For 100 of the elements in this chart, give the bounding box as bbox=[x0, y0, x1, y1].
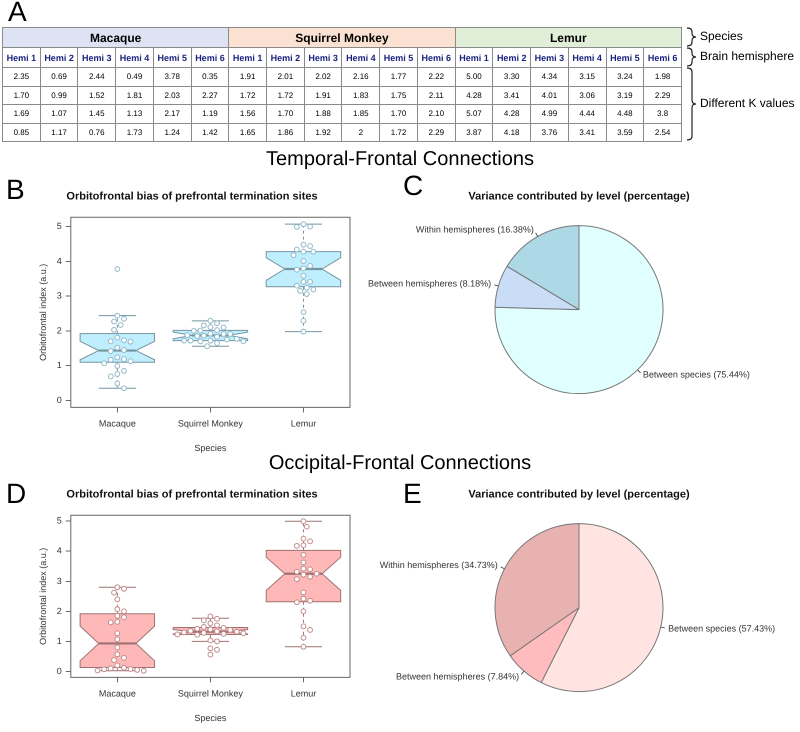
text: 1.42 bbox=[202, 128, 218, 137]
text: 1.92 bbox=[315, 128, 331, 137]
category-label: Hemi 5 bbox=[153, 48, 192, 68]
category-label: Hemi 2 bbox=[266, 48, 304, 68]
chart-title: Variance contributed by level (percentage) bbox=[468, 190, 690, 203]
text: 1.88 bbox=[315, 109, 331, 118]
text: 1.77 bbox=[390, 72, 406, 82]
text: 3.19 bbox=[617, 90, 633, 100]
text: 2.29 bbox=[428, 128, 444, 137]
chart-title: Variance contributed by level (percentage) bbox=[468, 488, 690, 501]
text: A bbox=[8, 0, 27, 28]
category-label: Hemi 4 bbox=[116, 48, 154, 68]
text: 2.22 bbox=[428, 72, 444, 82]
y-tick-label: 2 bbox=[56, 325, 62, 336]
text: 2.11 bbox=[428, 90, 444, 100]
text: 1.19 bbox=[202, 109, 218, 118]
text: Different K values bbox=[700, 96, 794, 110]
x-axis-title: Species bbox=[194, 713, 227, 724]
y-tick-label: 5 bbox=[56, 221, 62, 232]
text: 1.75 bbox=[390, 90, 406, 100]
x-tick-label: Lemur bbox=[290, 418, 316, 428]
text: 1.73 bbox=[126, 128, 142, 137]
text: 2.54 bbox=[654, 128, 670, 137]
category-label: Hemi 3 bbox=[304, 48, 342, 68]
text: Lemur bbox=[455, 28, 682, 48]
text: 1.45 bbox=[89, 109, 105, 118]
category-label: Hemi 6 bbox=[417, 48, 456, 68]
text: 1.24 bbox=[164, 128, 180, 137]
text: 4.28 bbox=[466, 90, 482, 100]
x-tick-label: Lemur bbox=[290, 688, 316, 698]
text: Macaque bbox=[2, 28, 229, 48]
text: 1.65 bbox=[240, 128, 256, 137]
y-tick-label: 3 bbox=[56, 576, 62, 586]
y-tick-label: 3 bbox=[56, 290, 62, 301]
text: 2.17 bbox=[164, 109, 180, 118]
category-label: Hemi 3 bbox=[78, 48, 116, 68]
y-axis-title: Orbitofrontal index (a.u.) bbox=[38, 548, 48, 645]
text: 0.76 bbox=[89, 128, 105, 137]
text: 1.72 bbox=[240, 90, 256, 100]
x-tick-label: Squirrel Monkey bbox=[178, 418, 244, 428]
text: Brain hemisphere bbox=[700, 49, 794, 63]
category-label: Hemi 2 bbox=[492, 48, 531, 68]
text: 5.07 bbox=[466, 109, 482, 118]
text: 1.81 bbox=[126, 90, 142, 100]
text: 1.69 bbox=[14, 109, 30, 118]
y-axis-title: Orbitofrontal index (a.u.) bbox=[38, 264, 48, 361]
text: Species bbox=[700, 29, 743, 43]
text: 3.06 bbox=[579, 90, 595, 100]
x-tick-label: Macaque bbox=[98, 418, 136, 428]
text: 1.70 bbox=[390, 109, 406, 118]
chart-title: Orbitofrontal bias of prefrontal termination sites bbox=[66, 488, 318, 501]
text: C bbox=[403, 170, 424, 202]
y-tick-label: 0 bbox=[56, 394, 62, 405]
category-label: Hemi 6 bbox=[191, 48, 229, 68]
text: 1.52 bbox=[89, 90, 105, 100]
text: 2.01 bbox=[278, 72, 294, 82]
text: B bbox=[6, 174, 25, 206]
text: 2.02 bbox=[315, 72, 331, 82]
y-tick-label: 0 bbox=[56, 666, 62, 676]
text: 3.15 bbox=[579, 72, 595, 82]
text: 3.24 bbox=[617, 72, 633, 82]
text: 3.87 bbox=[466, 128, 482, 137]
text: 4.28 bbox=[504, 109, 520, 118]
text: Squirrel Monkey bbox=[228, 28, 456, 48]
text: 3.59 bbox=[617, 128, 633, 137]
y-tick-label: 1 bbox=[56, 636, 62, 646]
category-label: Hemi 6 bbox=[644, 48, 682, 68]
text: 1.13 bbox=[126, 109, 142, 118]
text: 1.86 bbox=[278, 128, 294, 137]
category-label: Hemi 2 bbox=[40, 48, 78, 68]
category-label: Hemi 5 bbox=[606, 48, 644, 68]
text: 2.10 bbox=[428, 109, 444, 118]
text: 2.16 bbox=[353, 72, 369, 82]
text: 1.85 bbox=[353, 109, 369, 118]
text: 3.41 bbox=[579, 128, 595, 137]
text: E bbox=[403, 478, 422, 510]
text: 4.44 bbox=[579, 109, 595, 118]
text: 2.27 bbox=[202, 90, 218, 100]
text: 4.18 bbox=[504, 128, 520, 137]
text: 0.49 bbox=[126, 72, 142, 82]
y-tick-label: 2 bbox=[56, 606, 62, 616]
text: 2.03 bbox=[164, 90, 180, 100]
text: 1.83 bbox=[353, 90, 369, 100]
text: 3.30 bbox=[504, 72, 520, 82]
category-label: Hemi 4 bbox=[342, 48, 380, 68]
y-tick-label: 1 bbox=[56, 360, 62, 370]
x-tick-label: Macaque bbox=[98, 688, 136, 698]
text: 3.8 bbox=[657, 109, 668, 118]
text: 3.78 bbox=[164, 72, 180, 82]
category-label: Hemi 4 bbox=[568, 48, 606, 68]
text: 1.70 bbox=[14, 90, 30, 100]
text: 0.85 bbox=[14, 128, 30, 137]
text: D bbox=[6, 478, 26, 510]
text: 4.48 bbox=[617, 109, 633, 118]
slice-label: Within hemispheres (16.38%) bbox=[416, 224, 534, 234]
slice-label: Between hemispheres (8.18%) bbox=[368, 278, 492, 288]
text: 3.41 bbox=[504, 90, 520, 100]
category-label: Hemi 1 bbox=[455, 48, 493, 68]
text: 1.98 bbox=[654, 72, 670, 82]
text: 0.99 bbox=[51, 90, 67, 100]
